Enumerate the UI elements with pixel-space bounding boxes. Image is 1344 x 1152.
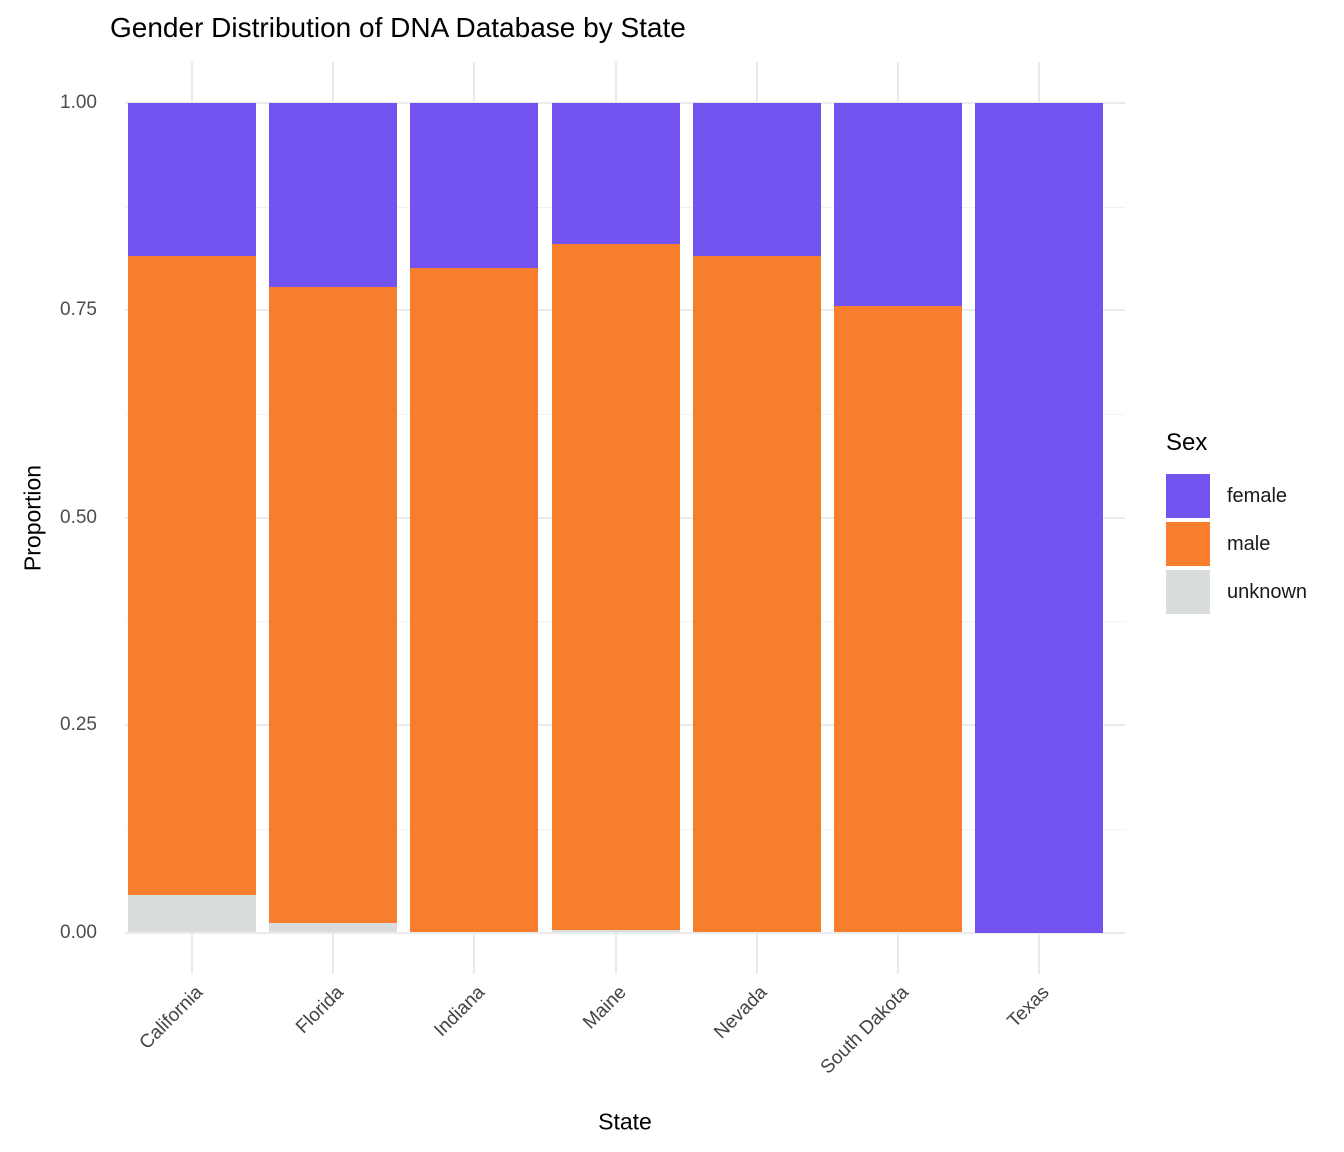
bar-segment-female-nevada <box>692 103 821 256</box>
legend-swatch-male <box>1166 522 1210 566</box>
x-axis-title: State <box>598 1108 652 1135</box>
x-tick-label: California <box>135 982 207 1054</box>
x-tick-label: Nevada <box>710 982 772 1044</box>
x-tick-label: South Dakota <box>816 982 913 1079</box>
x-tick-label: Maine <box>578 982 631 1034</box>
bar-segment-unknown-california <box>128 895 256 933</box>
y-tick-label: 0.50 <box>60 506 97 528</box>
legend-item-label: unknown <box>1227 580 1308 603</box>
legend: Sex female male unknown <box>1166 430 1307 614</box>
plot-panel <box>125 62 1125 974</box>
bar-segment-female-california <box>128 103 256 257</box>
legend-item-label: male <box>1227 532 1271 555</box>
bar-segment-male-california <box>128 256 256 896</box>
y-tick-label: 0.00 <box>60 921 97 943</box>
legend-item-female: female <box>1166 474 1307 518</box>
legend-title: Sex <box>1166 429 1208 456</box>
bar-segment-female-maine <box>551 103 680 244</box>
x-tick-label: Indiana <box>430 982 490 1041</box>
legend-swatch-unknown <box>1166 570 1210 614</box>
legend-item-label: female <box>1227 484 1288 507</box>
bar-segment-female-texas <box>975 103 1104 933</box>
bar-segment-female-indiana <box>410 103 539 269</box>
bar-segment-female-south-dakota <box>833 103 962 307</box>
bar-segment-female-florida <box>269 103 398 288</box>
legend-item-unknown: unknown <box>1166 570 1307 614</box>
legend-item-male: male <box>1166 522 1307 566</box>
legend-items: female male unknown <box>1166 474 1307 614</box>
y-tick-label: 1.00 <box>60 92 97 113</box>
bar-segment-unknown-florida <box>269 923 398 933</box>
x-tick-label: Florida <box>292 982 349 1038</box>
bar-segment-male-south-dakota <box>833 306 962 933</box>
bar-segment-male-indiana <box>410 268 539 933</box>
chart-title: Gender Distribution of DNA Database by S… <box>110 12 686 43</box>
y-tick-label: 0.25 <box>60 714 97 736</box>
bar-segment-male-nevada <box>692 255 821 933</box>
gridline-h-major <box>125 931 1125 934</box>
legend-swatch-female <box>1166 474 1210 518</box>
y-tick-label: 0.75 <box>60 299 97 321</box>
x-tick-label: Texas <box>1003 982 1054 1032</box>
y-axis-title: Proportion <box>19 464 46 572</box>
bar-segment-male-maine <box>551 244 680 930</box>
bar-segment-unknown-maine <box>551 930 680 933</box>
bar-segment-male-florida <box>269 287 398 924</box>
